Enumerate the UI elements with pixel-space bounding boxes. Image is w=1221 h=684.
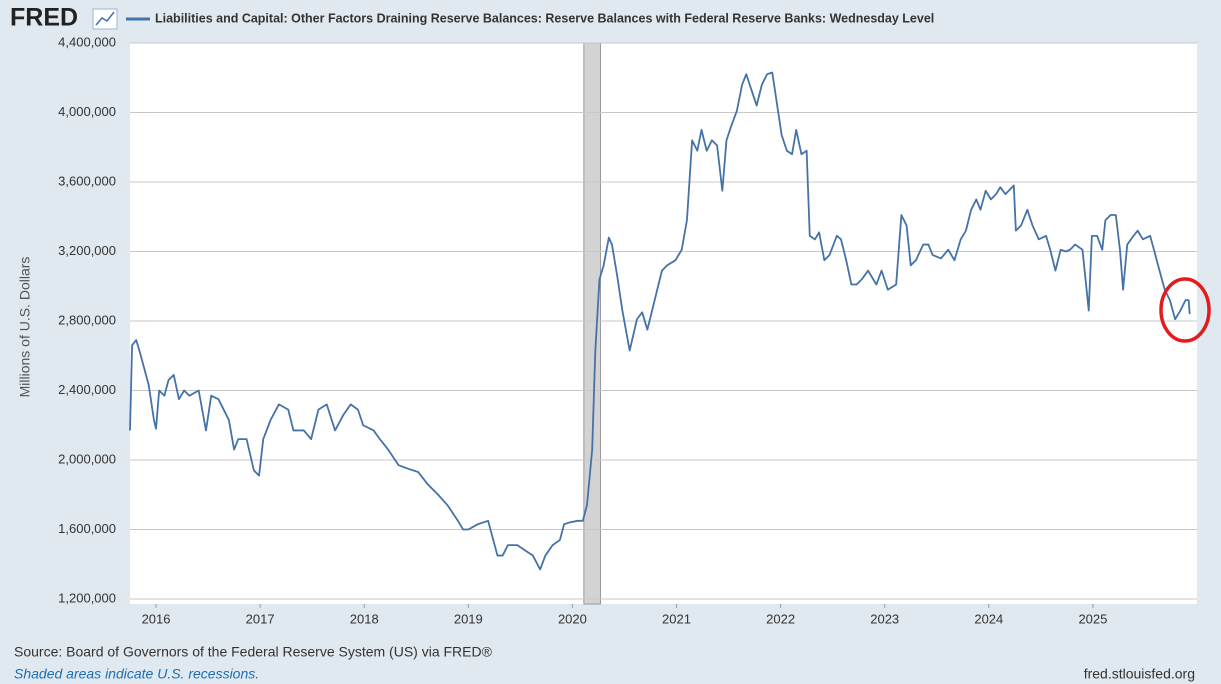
y-tick-label: 1,600,000 (58, 521, 116, 536)
x-tick-label: 2018 (350, 611, 379, 626)
recession-note[interactable]: Shaded areas indicate U.S. recessions. (14, 666, 259, 682)
logo: FRED (10, 4, 78, 32)
y-tick-label: 2,400,000 (58, 382, 116, 397)
site-link[interactable]: fred.stlouisfed.org (1084, 666, 1195, 682)
legend-label: Liabilities and Capital: Other Factors D… (155, 11, 934, 25)
recession-shade (583, 42, 602, 605)
highlight-circle (1159, 277, 1211, 343)
y-tick-label: 4,400,000 (58, 34, 116, 49)
y-tick-label: 2,000,000 (58, 451, 116, 466)
x-tick-label: 2020 (558, 611, 587, 626)
logo-icon-line (95, 11, 115, 26)
x-tick-label: 2022 (766, 611, 795, 626)
x-tick-label: 2016 (142, 611, 171, 626)
source: Source: Board of Governors of the Federa… (14, 644, 493, 660)
x-tick-label: 2024 (974, 611, 1003, 626)
x-tick-label: 2017 (246, 611, 275, 626)
y-tick-label: 1,200,000 (58, 590, 116, 605)
y-tick-label: 2,800,000 (58, 312, 116, 327)
y-tick-label: 3,600,000 (58, 173, 116, 188)
x-tick-label: 2023 (870, 611, 899, 626)
x-tick-label: 2019 (454, 611, 483, 626)
y-tick-label: 3,200,000 (58, 243, 116, 258)
x-tick-label: 2025 (1078, 611, 1107, 626)
series-line (129, 71, 1191, 571)
x-tick-label: 2021 (662, 611, 691, 626)
plot-area (130, 43, 1197, 604)
y-tick-label: 4,000,000 (58, 104, 116, 119)
y-axis-label: Millions of U.S. Dollars (17, 257, 33, 398)
